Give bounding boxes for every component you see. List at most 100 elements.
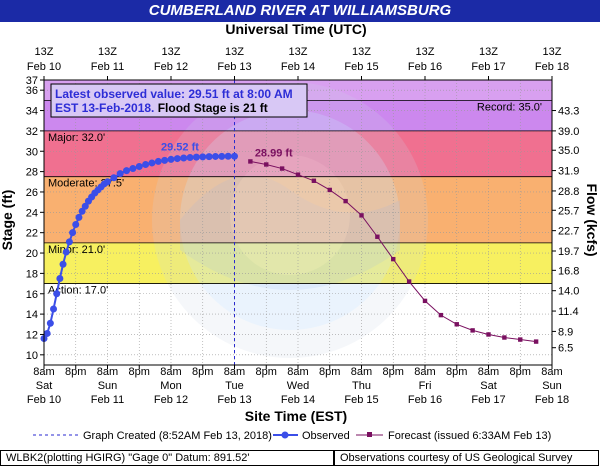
observed-point-38 (218, 152, 226, 160)
stage-label-0: Record: 35.0' (477, 101, 542, 113)
chart-series (40, 152, 539, 344)
bottom-tick-date-4: Feb 12 (154, 394, 188, 406)
left-tick-label-11: 32 (26, 126, 38, 138)
bottom-tick-time-12: 8am (414, 366, 435, 378)
forecast-point-17 (518, 337, 523, 342)
bottom-tick-weekday-0: Sat (36, 380, 53, 392)
bottom-tick-time-9: 8pm (319, 366, 340, 378)
value-annotation-0: 29.52 ft (161, 141, 199, 153)
forecast-point-7 (359, 213, 364, 218)
svg-text:EST 13-Feb-2018. Flood Stage i: EST 13-Feb-2018. Flood Stage is 21 ft (55, 101, 268, 115)
stage-label-3: Minor: 21.0' (48, 244, 105, 256)
right-tick-label-8: 28.8 (558, 186, 579, 198)
forecast-point-12 (438, 312, 444, 318)
top-tick-label-0: 13Z (35, 46, 54, 58)
right-tick-label-10: 35.0 (558, 145, 579, 157)
forecast-point-6 (343, 198, 348, 204)
bottom-tick-date-6: Feb 13 (217, 394, 251, 406)
bottom-tick-date-0: Feb 10 (27, 394, 61, 406)
bottom-tick-date-14: Feb 17 (471, 394, 505, 406)
forecast-point-5 (327, 187, 332, 193)
observed-point-21 (110, 174, 118, 182)
forecast-point-0 (248, 159, 253, 164)
legend-graph-created: Graph Created (8:52AM Feb 13, 2018) (83, 430, 272, 442)
left-tick-label-12: 34 (26, 106, 38, 118)
latest-value-line2-date: EST 13-Feb-2018. (55, 101, 154, 115)
bottom-tick-date-2: Feb 11 (91, 394, 124, 406)
top-tick-date-4: Feb 14 (281, 61, 315, 73)
bottom-tick-weekday-6: Tue (225, 380, 244, 392)
bottom-tick-time-0: 8am (33, 366, 54, 378)
forecast-point-16 (502, 335, 507, 340)
bottom-tick-date-12: Feb 16 (408, 394, 442, 406)
flood-stage-text: Flood Stage is 21 ft (154, 101, 267, 115)
observed-point-33 (186, 154, 194, 162)
stage-label-4: Action: 17.0' (48, 285, 108, 297)
forecast-point-10 (406, 279, 412, 284)
bottom-tick-time-3: 8pm (129, 366, 150, 378)
forecast-point-11 (422, 298, 428, 304)
observed-point-36 (205, 153, 213, 161)
gage-datum-info: WLBK2(plotting HGIRG) "Gage 0" Datum: 89… (0, 450, 334, 466)
forecast-point-2 (279, 166, 285, 171)
observed-point-11 (75, 213, 83, 221)
top-tick-date-3: Feb 13 (217, 61, 251, 73)
observed-point-26 (142, 160, 150, 168)
left-tick-label-5: 20 (26, 248, 38, 260)
right-tick-label-11: 39.0 (558, 126, 579, 138)
observed-point-12 (78, 207, 86, 215)
legend-forecast: Forecast (issued 6:33AM Feb 13) (388, 430, 551, 442)
bottom-tick-time-2: 8am (97, 366, 118, 378)
forecast-point-18 (533, 339, 539, 344)
forecast-point-9 (391, 256, 396, 262)
forecast-point-4 (311, 178, 317, 183)
observed-point-40 (231, 152, 238, 160)
bottom-tick-time-11: 8pm (383, 366, 404, 378)
right-axis-ticks: 6.5 8.9 11.4 14.0 16.8 19.7 22.7 25.7 28.8 31.9 35… (552, 106, 579, 355)
observations-credit: Observations courtesy of US Geological S… (334, 450, 599, 466)
left-tick-label-0: 10 (26, 350, 38, 362)
forecast-point-8 (375, 234, 380, 239)
top-tick-label-7: 13Z (479, 46, 498, 58)
observed-point-8 (65, 238, 73, 246)
forecast-point-1 (264, 162, 269, 167)
forecast-point-3 (295, 172, 301, 177)
observed-point-4 (53, 290, 61, 298)
observed-point-2 (46, 319, 54, 327)
forecast-point-15 (486, 332, 491, 337)
top-tick-label-8: 13Z (543, 46, 562, 58)
observed-point-3 (50, 305, 58, 313)
left-tick-label-1: 12 (26, 329, 38, 341)
latest-value-line1: Latest observed value: 29.51 ft at 8:00 … (55, 87, 293, 101)
observed-point-29 (161, 156, 169, 164)
observed-point-13 (81, 202, 89, 210)
left-tick-label-13: 36 (26, 85, 38, 97)
observed-point-20 (104, 178, 111, 186)
bottom-tick-weekday-12: Fri (419, 380, 432, 392)
left-tick-label-8: 26 (26, 187, 38, 199)
noaa-watermark-logo (152, 82, 428, 358)
bottom-axis-ticks: 8am Sat Feb 10 8pm 8am Sun Feb 11 8pm 8am Mon Feb … (27, 365, 569, 406)
right-axis-title: Flow (kcfs) (584, 183, 600, 256)
observed-point-37 (211, 152, 219, 160)
bottom-tick-date-16: Feb 18 (535, 394, 569, 406)
bottom-tick-time-14: 8am (478, 366, 499, 378)
right-tick-label-4: 16.8 (558, 265, 579, 277)
right-tick-label-1: 8.9 (558, 326, 573, 338)
legend: Graph Created (8:52AM Feb 13, 2018) Obse… (33, 430, 551, 442)
left-tick-label-2: 14 (26, 309, 38, 321)
observed-point-9 (69, 229, 77, 237)
bottom-tick-weekday-10: Thu (352, 380, 371, 392)
observed-point-25 (135, 163, 143, 171)
bottom-tick-weekday-8: Wed (287, 380, 309, 392)
bottom-tick-time-6: 8am (224, 366, 245, 378)
bottom-tick-date-10: Feb 15 (344, 394, 378, 406)
top-tick-date-7: Feb 17 (471, 61, 505, 73)
left-tick-label-10: 30 (26, 146, 38, 158)
top-axis-ticks: 13Z Feb 10 13Z Feb 11 13Z Feb 12 13Z Feb 13 13Z F… (27, 46, 569, 80)
bottom-tick-date-8: Feb 14 (281, 394, 315, 406)
top-tick-label-3: 13Z (225, 46, 244, 58)
observed-point-5 (56, 274, 64, 282)
latest-value-box: Latest observed value: 29.51 ft at 8:00 … (50, 83, 308, 118)
